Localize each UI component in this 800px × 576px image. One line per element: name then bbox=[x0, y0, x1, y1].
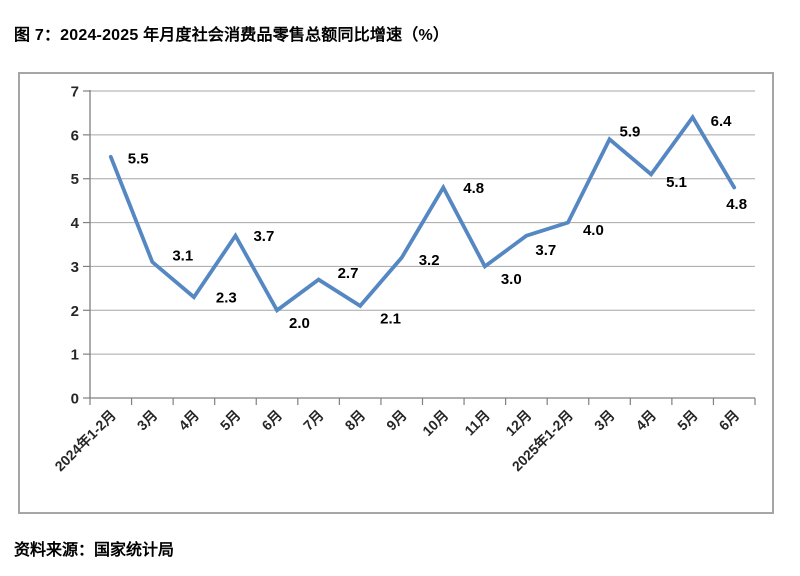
data-label: 6.4 bbox=[711, 113, 733, 130]
x-axis-label: 6月 bbox=[258, 407, 285, 434]
data-label: 4.8 bbox=[463, 180, 484, 197]
data-label: 4.8 bbox=[726, 196, 747, 213]
x-axis-label: 6月 bbox=[716, 407, 743, 434]
y-axis-label: 4 bbox=[71, 215, 80, 232]
x-axis-label: 11月 bbox=[461, 407, 493, 439]
y-axis-label: 5 bbox=[71, 171, 79, 188]
data-label: 4.0 bbox=[583, 222, 604, 239]
data-label: 2.7 bbox=[338, 265, 359, 282]
x-axis-label: 5月 bbox=[674, 407, 701, 434]
y-axis-label: 3 bbox=[71, 259, 79, 276]
data-label: 3.7 bbox=[253, 228, 274, 245]
x-axis-label: 4月 bbox=[632, 407, 659, 434]
data-label: 2.0 bbox=[289, 315, 310, 332]
x-axis-label: 12月 bbox=[502, 407, 534, 439]
data-label: 3.0 bbox=[501, 271, 522, 288]
y-axis-label: 6 bbox=[71, 127, 79, 144]
x-axis-label: 4月 bbox=[175, 407, 202, 434]
data-label: 3.1 bbox=[172, 248, 193, 265]
data-label: 5.5 bbox=[128, 150, 149, 167]
y-axis-label: 2 bbox=[71, 303, 79, 320]
x-axis-label: 3月 bbox=[134, 407, 161, 434]
data-source: 资料来源：国家统计局 bbox=[14, 542, 175, 559]
y-axis-label: 1 bbox=[71, 347, 79, 364]
chart-svg: 0 1 2 3 4 5 6 7 2024年1-2月 3月 4月 5月 6月 7月 8月 9月 10月 11月 12月… bbox=[51, 84, 756, 474]
data-label: 2.1 bbox=[380, 310, 401, 327]
x-axis-label: 10月 bbox=[419, 407, 451, 439]
y-axis-label: 7 bbox=[71, 84, 79, 101]
x-axis-label: 5月 bbox=[217, 407, 244, 434]
chart-container: 0 1 2 3 4 5 6 7 2024年1-2月 3月 4月 5月 6月 7月 8月 9月 10月 11月 12月… bbox=[18, 72, 774, 514]
data-label: 3.2 bbox=[419, 252, 440, 269]
x-axis-label: 7月 bbox=[300, 407, 327, 434]
x-axis-label: 2024年1-2月 bbox=[51, 407, 118, 474]
x-axis-label: 9月 bbox=[383, 407, 410, 434]
data-label: 5.1 bbox=[666, 174, 687, 191]
y-axis-label: 0 bbox=[71, 391, 79, 408]
data-line bbox=[108, 113, 737, 314]
data-label: 5.9 bbox=[620, 124, 641, 141]
x-axis-label: 8月 bbox=[342, 407, 369, 434]
chart-title: 图 7：2024-2025 年月度社会消费品零售总额同比增速（%） bbox=[14, 27, 450, 44]
data-label: 3.7 bbox=[535, 242, 556, 259]
data-label: 2.3 bbox=[216, 290, 237, 307]
x-axis-label: 3月 bbox=[591, 407, 618, 434]
